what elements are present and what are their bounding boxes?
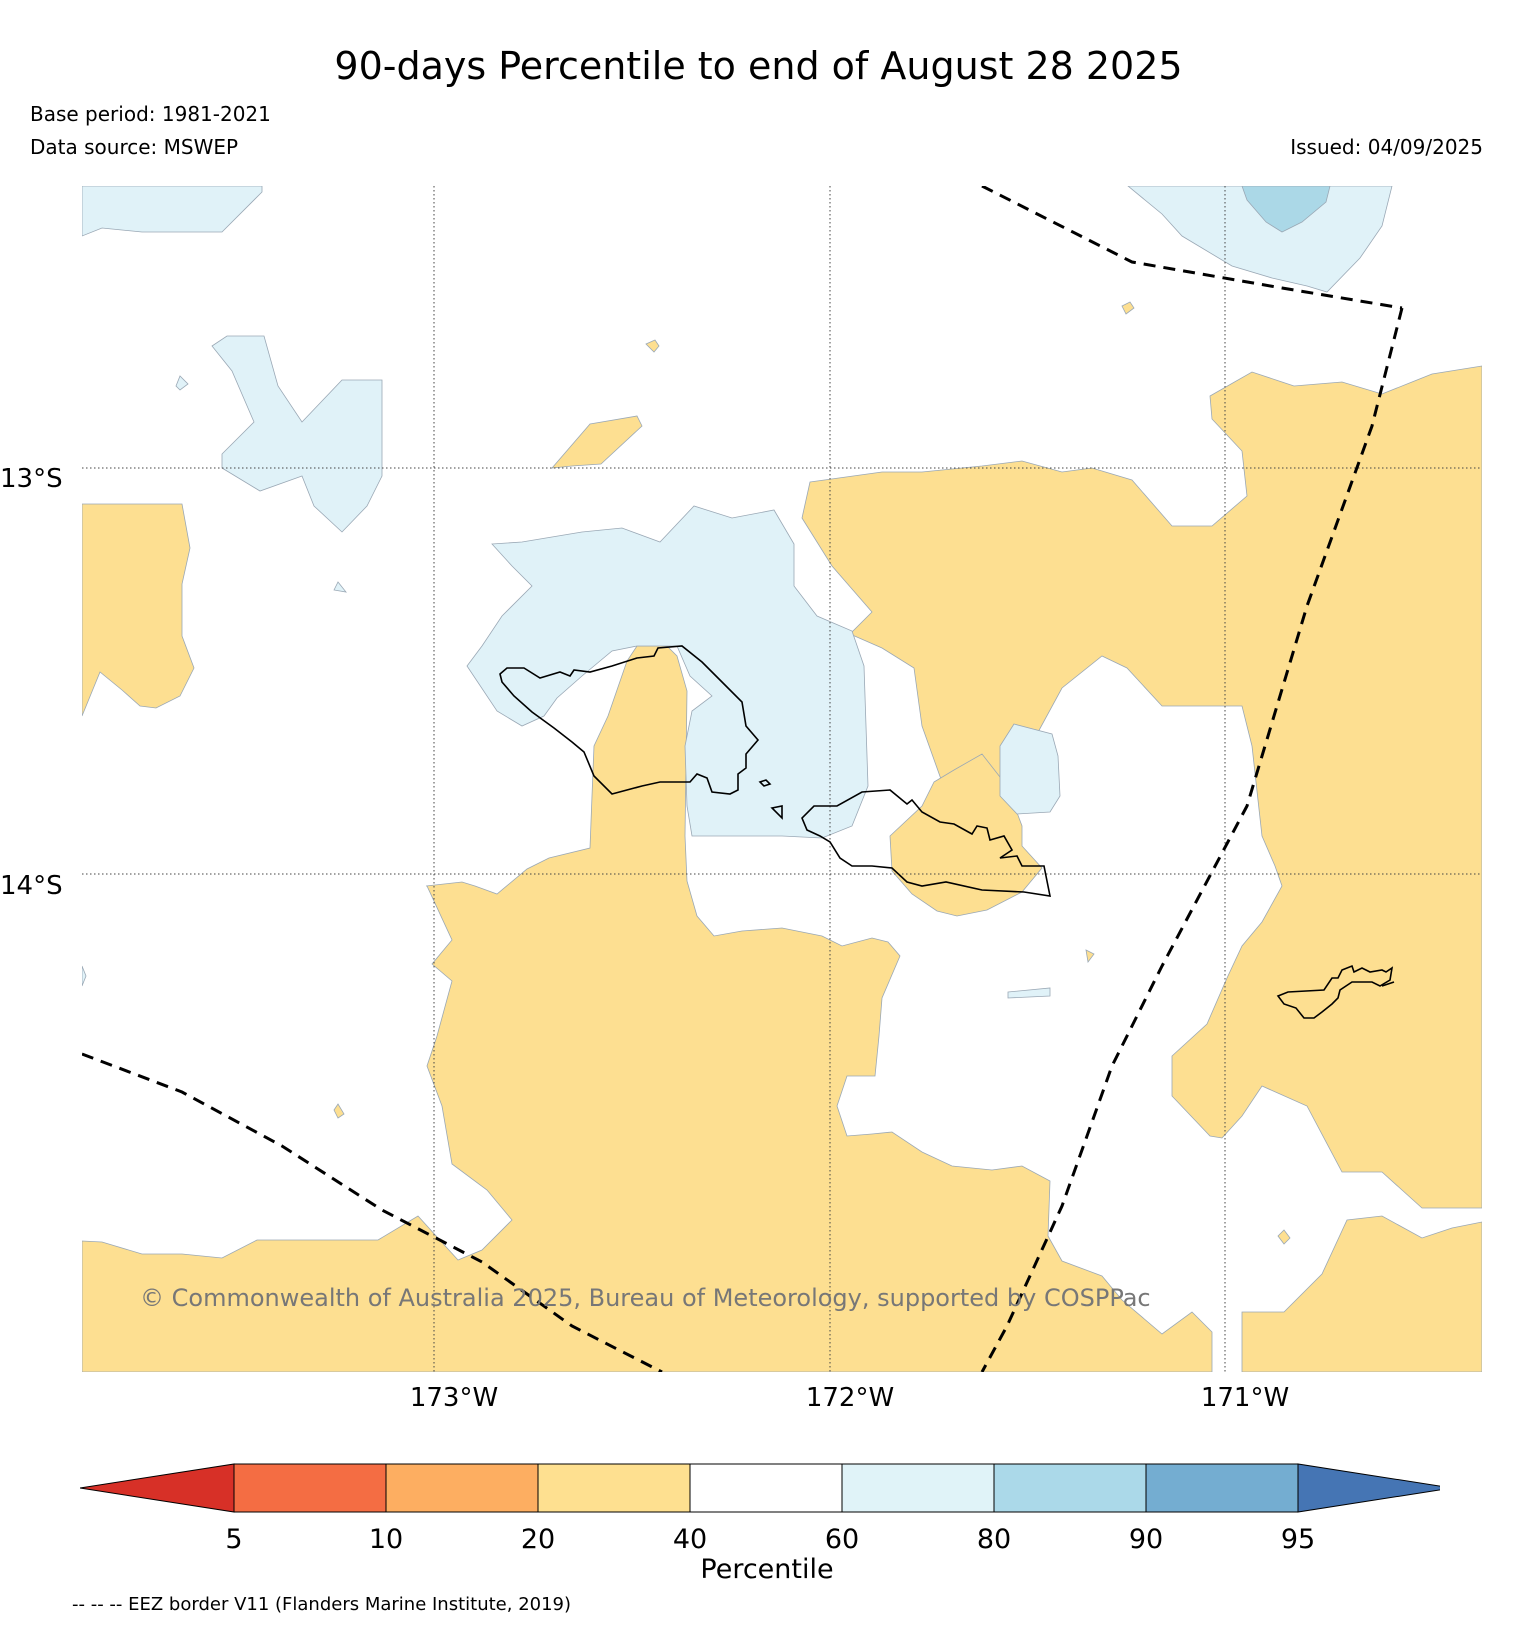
tan-region-west (82, 503, 195, 717)
savaii-coastline (499, 645, 760, 795)
percentile-80-90-region (1241, 186, 1331, 233)
manono-island (758, 779, 772, 787)
blue-region-east-oval (999, 723, 1061, 815)
colorbar-label-40: 40 (672, 1524, 708, 1555)
blue-region-west (211, 335, 383, 533)
copyright-watermark: © Commonwealth of Australia 2025, Bureau… (140, 1284, 1151, 1312)
tan-patch-small-4 (333, 1103, 345, 1119)
tan-region-north (551, 415, 643, 469)
colorbar-label-95: 95 (1280, 1524, 1316, 1555)
percentile-60-80-regions (82, 186, 1393, 999)
tan-patch-small-5 (1277, 1229, 1291, 1245)
percentile-colorbar (80, 1463, 1440, 1513)
colorbar-bin-40-60 (689, 1463, 843, 1513)
colorbar-bin-90-95 (1145, 1463, 1299, 1513)
island-coastlines (499, 645, 1395, 1019)
gridlines (82, 186, 1482, 1372)
blue-region-center (466, 505, 869, 839)
tutuila-coastline (1276, 964, 1394, 1019)
blue-patch-small-2 (333, 581, 347, 593)
islet-east (1381, 981, 1395, 987)
blue-patch-small-4 (82, 965, 87, 987)
tan-patch-small-1 (645, 339, 660, 353)
colorbar-label-10: 10 (368, 1524, 404, 1555)
colorbar-extend-low (80, 1463, 235, 1513)
colorbar-bin-10-20 (385, 1463, 539, 1513)
eez-borders (82, 186, 1404, 1372)
eez-border-north (981, 186, 1403, 310)
colorbar-label-90: 90 (1128, 1524, 1164, 1555)
blue-region-northeast (1127, 186, 1393, 293)
colorbar-label-80: 80 (976, 1524, 1012, 1555)
eez-legend-note: -- -- -- EEZ border V11 (Flanders Marine… (72, 1594, 572, 1615)
percentile-map: © Commonwealth of Australia 2025, Bureau… (82, 186, 1482, 1372)
colorbar-label-20: 20 (520, 1524, 556, 1555)
colorbar-title: Percentile (700, 1554, 834, 1585)
eez-border-southwest (82, 1052, 663, 1372)
issued-date-label: Issued: 04/09/2025 (1290, 135, 1483, 159)
map-title: 90-days Percentile to end of August 28 2… (334, 44, 1183, 88)
lon-tick-171w: 171°W (1200, 1383, 1290, 1413)
colorbar-bin-20-40 (537, 1463, 691, 1513)
eez-border-east (980, 307, 1404, 1372)
colorbar-label-5: 5 (225, 1524, 243, 1555)
upolu-coastline (801, 789, 1052, 897)
lat-tick-14s: 14°S (0, 871, 63, 901)
colorbar-extend-high (1297, 1463, 1440, 1513)
blue-region-northwest (82, 186, 263, 237)
lon-tick-173w: 173°W (409, 1383, 499, 1413)
tan-patch-small-3 (1085, 949, 1095, 963)
colorbar-label-60: 60 (824, 1524, 860, 1555)
lon-tick-172w: 172°W (805, 1383, 895, 1413)
data-source-label: Data source: MSWEP (30, 135, 239, 159)
tan-patch-small-2 (1121, 301, 1135, 315)
colorbar-bin-80-90 (993, 1463, 1147, 1513)
blue-patch-small-1 (175, 375, 189, 391)
colorbar-bin-5-10 (233, 1463, 387, 1513)
tan-region-southeast (1241, 1215, 1482, 1372)
blue-patch-small-3 (1007, 987, 1051, 999)
base-period-label: Base period: 1981-2021 (30, 102, 271, 126)
colorbar-bin-60-80 (841, 1463, 995, 1513)
apolima-island (770, 805, 783, 820)
lat-tick-13s: 13°S (0, 464, 63, 494)
